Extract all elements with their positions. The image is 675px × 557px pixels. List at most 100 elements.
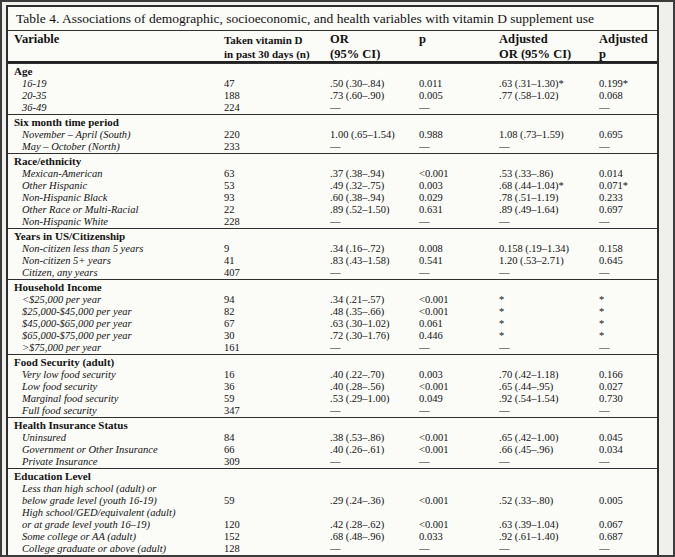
table-row: $65,000-$75,000 per year30.72 (.30–1.76)… xyxy=(8,330,657,342)
cell-n: 53 xyxy=(224,180,330,192)
table-row: Citizen, any years407———— xyxy=(8,267,657,279)
cell-p: <0.001 xyxy=(419,294,499,306)
cell-adj-p: 0.071* xyxy=(599,180,657,192)
cell-adj-or: * xyxy=(499,294,599,306)
cell-variable: Uninsured xyxy=(8,432,224,444)
cell-p: — xyxy=(419,543,499,555)
cell-adj-or: .68 (.44–1.04)* xyxy=(499,180,599,192)
cell-n: 59 xyxy=(224,393,330,405)
cell-or: .89 (.52–1.50) xyxy=(330,204,419,216)
cell-n: 47 xyxy=(224,78,330,90)
cell-or: .73 (.60–.90) xyxy=(330,90,419,102)
section-food-security-adult: Food Security (adult)Very low food secur… xyxy=(8,354,657,417)
col-header-variable: Variable xyxy=(8,32,224,62)
cell-p: 0.008 xyxy=(419,243,499,255)
section-health-insurance-status: Health Insurance StatusUninsured84.38 (.… xyxy=(8,417,657,468)
cell-or: .37 (.38–.94) xyxy=(330,168,419,180)
cell-p: — xyxy=(419,342,499,354)
cell-n: 59 xyxy=(224,495,330,507)
cell-n: 233 xyxy=(224,141,330,153)
cell-p: 0.029 xyxy=(419,192,499,204)
cell-adj-or: 1.08 (.73–1.59) xyxy=(499,129,599,141)
cell-or: .72 (.30–1.76) xyxy=(330,330,419,342)
cell-variable: Non-citizen 5+ years xyxy=(8,255,224,267)
section-race-ethnicity: Race/ethnicityMexican-American63.37 (.38… xyxy=(8,153,657,228)
cell-adj-or: — xyxy=(499,141,599,153)
cell-or: .48 (.35–.66) xyxy=(330,306,419,318)
cell-variable: November – April (South) xyxy=(8,129,224,141)
cell-p: 0.005 xyxy=(419,90,499,102)
cell-adj-or xyxy=(499,483,599,495)
table-row: 16-1947.50 (.30–.84)0.011.63 (.31–1.30)*… xyxy=(8,78,657,90)
cell-adj-or: .52 (.33–.80) xyxy=(499,495,599,507)
cell-or: — xyxy=(330,141,419,153)
cell-p: 0.011 xyxy=(419,78,499,90)
cell-p: 0.003 xyxy=(419,180,499,192)
cell-adj-or: .66 (.45–.96) xyxy=(499,444,599,456)
cell-p: 0.033 xyxy=(419,531,499,543)
table-row: Low food security36.40 (.28–.56)<0.001.6… xyxy=(8,381,657,393)
table-row: Other Race or Multi-Racial22.89 (.52–1.5… xyxy=(8,204,657,216)
cell-or: .50 (.30–.84) xyxy=(330,78,419,90)
cell-adj-p: — xyxy=(599,456,657,468)
cell-adj-p: * xyxy=(599,318,657,330)
cell-or: .63 (.30–1.02) xyxy=(330,318,419,330)
cell-adj-p: 0.005 xyxy=(599,495,657,507)
table-title: Table 4. Associations of demographic, so… xyxy=(8,7,657,31)
cell-adj-p: 0.045 xyxy=(599,432,657,444)
table-row: Non-citizen less than 5 years9.34 (.16–.… xyxy=(8,243,657,255)
cell-p: <0.001 xyxy=(419,306,499,318)
section-education-level: Education LevelLess than high school (ad… xyxy=(8,468,657,555)
table-row: Uninsured84.38 (.53–.86)<0.001.65 (.42–1… xyxy=(8,432,657,444)
cell-n xyxy=(224,507,330,519)
cell-n: 188 xyxy=(224,90,330,102)
table-row: Government or Other Insurance66.40 (.26–… xyxy=(8,444,657,456)
cell-variable: Non-Hispanic White xyxy=(8,216,224,228)
cell-adj-p: 0.027 xyxy=(599,381,657,393)
cell-adj-p: — xyxy=(599,543,657,555)
table-row: <$25,000 per year94.34 (.21–.57)<0.001** xyxy=(8,294,657,306)
cell-or: .34 (.16–.72) xyxy=(330,243,419,255)
cell-variable: 16-19 xyxy=(8,78,224,90)
cell-n: 66 xyxy=(224,444,330,456)
cell-or: — xyxy=(330,216,419,228)
cell-or: — xyxy=(330,102,419,114)
table-header-row: Variable Taken vitamin D in past 30 days… xyxy=(8,31,657,63)
cell-or: .49 (.32–.75) xyxy=(330,180,419,192)
cell-adj-p: 0.166 xyxy=(599,369,657,381)
section-age: Age16-1947.50 (.30–.84)0.011.63 (.31–1.3… xyxy=(8,63,657,114)
cell-adj-or: — xyxy=(499,267,599,279)
cell-n xyxy=(224,483,330,495)
cell-or: 1.00 (.65–1.54) xyxy=(330,129,419,141)
col-header-adjusted-or: Adjusted OR (95% CI) xyxy=(499,32,599,62)
cell-p: — xyxy=(419,456,499,468)
cell-variable: Some college or AA (adult) xyxy=(8,531,224,543)
cell-variable: Marginal food security xyxy=(8,393,224,405)
cell-adj-p: — xyxy=(599,102,657,114)
cell-p: 0.446 xyxy=(419,330,499,342)
cell-p: <0.001 xyxy=(419,495,499,507)
cell-n: 161 xyxy=(224,342,330,354)
cell-variable: College graduate or above (adult) xyxy=(8,543,224,555)
cell-n: 9 xyxy=(224,243,330,255)
table-row: Private Insurance309———— xyxy=(8,456,657,468)
cell-adj-p: 0.068 xyxy=(599,90,657,102)
cell-or xyxy=(330,483,419,495)
cell-or: .83 (.43–1.58) xyxy=(330,255,419,267)
cell-adj-or: — xyxy=(499,216,599,228)
cell-adj-or: .70 (.42–1.18) xyxy=(499,369,599,381)
section-header-years-in-us-citizenship: Years in US/Citizenship xyxy=(8,229,657,243)
cell-variable: Private Insurance xyxy=(8,456,224,468)
cell-p: <0.001 xyxy=(419,168,499,180)
cell-variable: below grade level (youth 16-19) xyxy=(8,495,224,507)
cell-or: — xyxy=(330,342,419,354)
cell-or: — xyxy=(330,456,419,468)
cell-or: .42 (.28–.62) xyxy=(330,519,419,531)
cell-or: .29 (.24–.36) xyxy=(330,495,419,507)
cell-or: — xyxy=(330,543,419,555)
cell-p: 0.003 xyxy=(419,369,499,381)
table-row: Other Hispanic53.49 (.32–.75)0.003.68 (.… xyxy=(8,180,657,192)
cell-variable: Less than high school (adult) or xyxy=(8,483,224,495)
cell-adj-or: * xyxy=(499,306,599,318)
cell-p: 0.541 xyxy=(419,255,499,267)
